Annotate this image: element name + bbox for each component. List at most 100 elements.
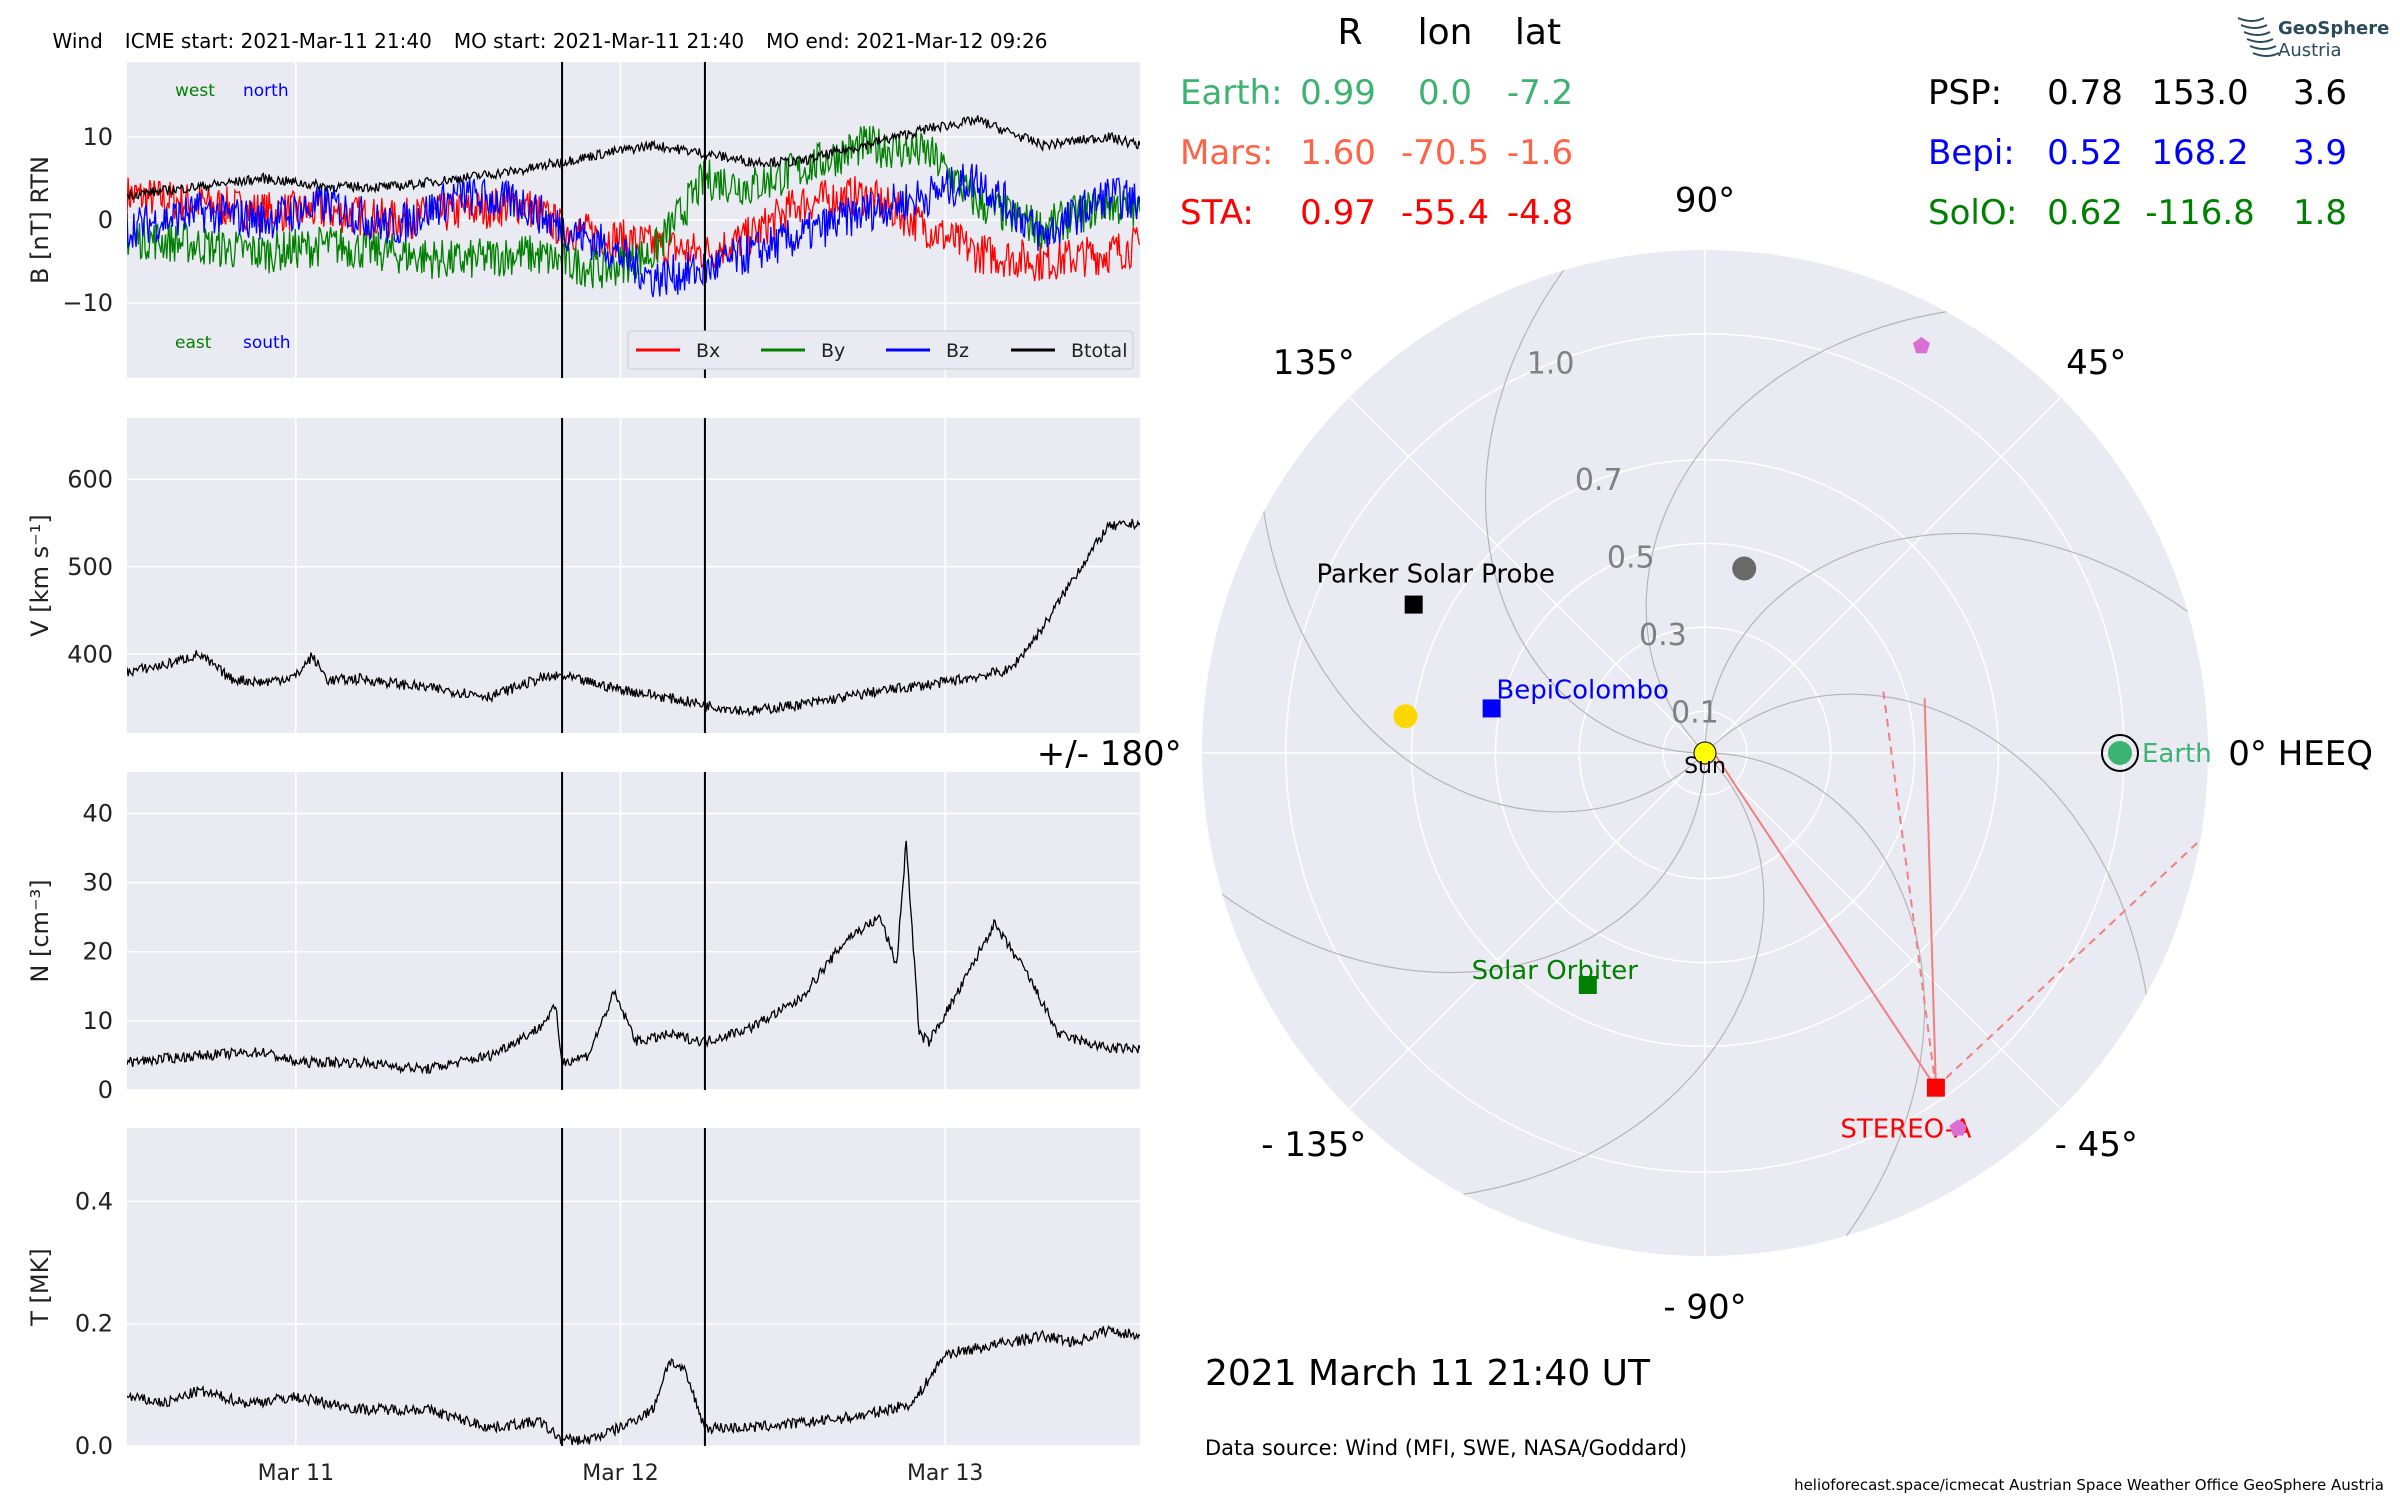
legend-label-By: By — [821, 340, 845, 362]
legend-label-Bz: Bz — [946, 340, 969, 362]
marker-label: STEREO-A — [1840, 1115, 1971, 1145]
y-tick-label: 0.4 — [75, 1187, 113, 1215]
header-mo-end: MO end: 2021-Mar-12 09:26 — [766, 29, 1047, 53]
series-line-Bz — [127, 163, 1140, 298]
position-lat: -7.2 — [1507, 73, 1573, 113]
plot-background — [127, 418, 1140, 733]
parker-spiral-line — [1704, 532, 2208, 754]
logo-wave-icon — [2249, 45, 2277, 50]
y-tick-label: 600 — [67, 465, 113, 493]
y-tick-label: 10 — [82, 123, 113, 151]
parker-spiral-line — [1202, 752, 1706, 974]
series-line-Bx — [127, 176, 1140, 282]
polar-plot: 0.1 0.3 0.5 0.7 1.0 0° HEEQ 45° 90° 135° +/- 180°… — [1037, 181, 2373, 1328]
y-axis-label: V [km s⁻¹] — [26, 514, 54, 636]
position-lat: 1.8 — [2293, 193, 2347, 233]
angle-label: 90° — [1675, 181, 1735, 221]
column-header-R: R — [1337, 12, 1362, 53]
column-header-lat: lat — [1515, 12, 1561, 53]
logo-line2: Austria — [2278, 40, 2342, 61]
position-name: PSP: — [1928, 73, 2002, 113]
y-axis-label: N [cm⁻³] — [26, 879, 54, 982]
position-R: 0.52 — [2047, 133, 2123, 173]
position-lon: 0.0 — [1418, 73, 1472, 113]
plot-header: Wind ICME start: 2021-Mar-11 21:40 MO star… — [53, 29, 1048, 53]
position-row: SolO: 0.62 -116.8 1.8 — [1928, 193, 2347, 233]
position-name: Bepi: — [1928, 133, 2015, 173]
angle-label: - 90° — [1663, 1287, 1746, 1327]
position-lon: 168.2 — [2151, 133, 2248, 173]
position-R: 0.62 — [2047, 193, 2123, 233]
angular-gridline — [1704, 396, 2062, 754]
y-tick-label: 20 — [82, 938, 113, 966]
x-tick-label: Mar 11 — [258, 1461, 335, 1486]
marker-sun: Sun — [1684, 741, 1726, 779]
marker-parker-solar-probe: Parker Solar Probe — [1316, 560, 1555, 614]
position-lat: 3.6 — [2293, 73, 2347, 113]
marker-shape — [1693, 741, 1717, 765]
marker-bepicolombo: BepiColombo — [1482, 675, 1669, 718]
parker-spiral-line — [1645, 305, 2053, 754]
legend-label-Bx: Bx — [696, 340, 720, 362]
legend: Bx By Bz Btotal — [627, 330, 1134, 370]
position-R: 1.60 — [1300, 133, 1376, 173]
marker-shape — [1732, 556, 1757, 581]
angle-label: 45° — [2066, 343, 2126, 383]
y-tick-label: 0.2 — [75, 1310, 113, 1338]
angle-label: - 45° — [2055, 1125, 2138, 1165]
marker-label: Solar Orbiter — [1472, 956, 1639, 986]
position-name: Earth: — [1180, 73, 1283, 113]
panel-density: 0 10 20 30 40 N [cm⁻³] — [26, 772, 1140, 1104]
logo-wave-icon — [2243, 31, 2271, 36]
position-R: 0.99 — [1300, 73, 1376, 113]
plot-background — [127, 1128, 1140, 1446]
y-tick-label: 0 — [98, 206, 113, 234]
marker-venus — [1732, 556, 1757, 581]
parker-spiral-line — [1704, 752, 1926, 1256]
position-row: Mars: 1.60 -70.5 -1.6 — [1180, 133, 1573, 173]
marker-shape — [2107, 741, 2132, 765]
logo-wave-icon — [2237, 17, 2265, 22]
series-line-density — [127, 840, 1140, 1075]
y-tick-label: 10 — [82, 1007, 113, 1035]
marker-shape — [1482, 699, 1501, 718]
position-lon: -70.5 — [1401, 133, 1489, 173]
marker-shape — [1926, 1078, 1945, 1097]
panel-magnetic-field: −10 0 10 B [nT] RTN west north east south Bx By Bz… — [26, 62, 1140, 378]
position-lat: -4.8 — [1507, 193, 1573, 233]
position-row: Earth: 0.99 0.0 -7.2 — [1180, 73, 1573, 113]
stereo-a-fov-line — [1708, 745, 1937, 1089]
marker-solar-orbiter: Solar Orbiter — [1472, 956, 1639, 994]
parker-spiral-line — [1357, 752, 1765, 1201]
legend-label-Btotal: Btotal — [1071, 340, 1127, 362]
marker-label: Sun — [1684, 754, 1726, 779]
position-row: STA: 0.97 -55.4 -4.8 — [1180, 193, 1573, 233]
panel-temperature: 0.0 0.2 0.4 T [MK] Mar 11 Mar 12 Mar 13 — [26, 1128, 1140, 1486]
marker-mercury — [1393, 704, 1418, 729]
y-tick-label: 500 — [67, 553, 113, 581]
position-name: Mars: — [1180, 133, 1273, 173]
timestamp: 2021 March 11 21:40 UT — [1205, 1353, 1651, 1394]
y-tick-label: 0.0 — [75, 1432, 113, 1460]
y-tick-label: 30 — [82, 869, 113, 897]
position-lon: -116.8 — [2145, 193, 2255, 233]
position-row: Bepi: 0.52 168.2 3.9 — [1928, 133, 2347, 173]
direction-label-south: south — [243, 333, 290, 353]
logo-line1: GeoSphere — [2278, 18, 2389, 39]
data-source: Data source: Wind (MFI, SWE, NASA/Goddar… — [1205, 1436, 1687, 1460]
marker-jupiter-marker — [1912, 336, 1930, 354]
stereo-a-fov-line — [1882, 691, 1937, 1088]
header-mo-start: MO start: 2021-Mar-11 21:40 — [454, 29, 744, 53]
position-lat: -1.6 — [1507, 133, 1573, 173]
position-row: PSP: 0.78 153.0 3.6 — [1928, 73, 2347, 113]
footer-credits: helioforecast.space/icmecat Austrian Spa… — [1794, 1476, 2384, 1494]
angle-label: 0° HEEQ — [2228, 734, 2373, 774]
y-tick-label: 0 — [98, 1076, 113, 1104]
logo-wave-icon — [2252, 52, 2280, 57]
series-line-temperature — [127, 1324, 1140, 1446]
angle-label: - 135° — [1261, 1125, 1366, 1165]
y-tick-label: −10 — [62, 289, 113, 317]
radial-tick-label: 1.0 — [1527, 347, 1575, 382]
